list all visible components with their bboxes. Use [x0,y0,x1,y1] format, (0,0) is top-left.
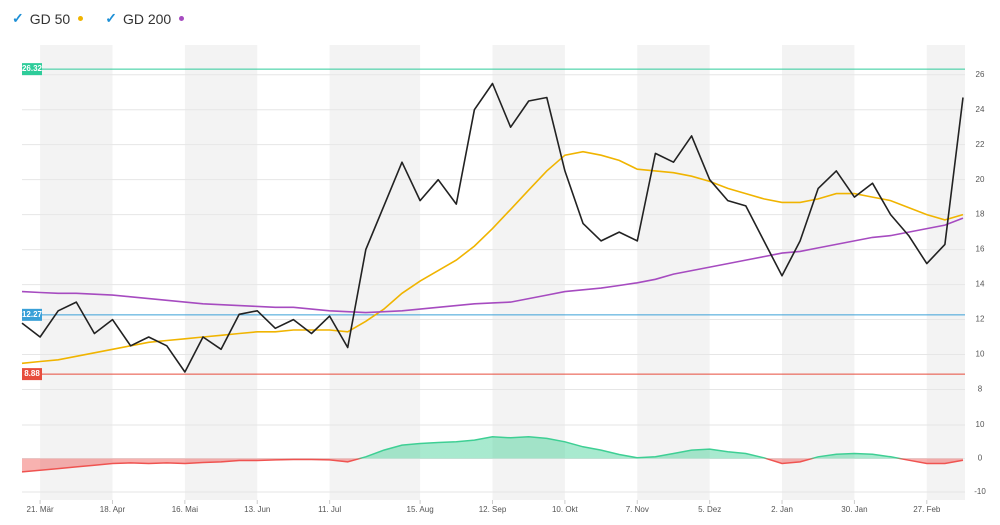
x-tick-label: 30. Jan [841,505,867,514]
y-tick-label: -10 [974,487,986,496]
y-tick-label: 22 [976,140,985,149]
legend: ✓ GD 50 ✓ GD 200 [12,10,185,27]
legend-label: GD 50 [29,10,71,27]
y-tick-label: 12 [976,315,985,324]
x-tick-label: 16. Mai [172,505,198,514]
band [782,45,855,500]
legend-item[interactable]: ✓ GD 200 [105,10,185,27]
x-tick-label: 11. Jul [318,505,341,514]
y-tick-label: 20 [976,175,985,184]
y-tick-label: 16 [976,245,985,254]
x-tick-label: 10. Okt [552,505,579,514]
line [21,82,964,373]
y-tick-label: 10 [976,350,985,359]
line [21,150,964,365]
level-badge [22,63,42,76]
oscillator-line [21,436,964,473]
level-badge [22,308,42,321]
y-tick-label: 10 [976,420,985,429]
y-tick-label: 0 [978,454,983,463]
line [21,217,964,314]
x-tick-label: 5. Dez [698,505,721,514]
x-tick-label: 2. Jan [771,505,793,514]
legend-dot [78,16,84,21]
band [40,45,113,500]
level-badge [22,368,42,381]
level-label: 26.32 [22,64,43,73]
x-tick-label: 7. Nov [626,505,649,514]
y-tick-label: 8 [978,385,983,394]
level-label: 12.27 [22,310,43,319]
x-tick-label: 27. Feb [913,505,941,514]
oscillator-area [22,436,963,472]
level-label: 8.88 [24,369,40,378]
x-tick-label: 13. Jun [244,505,270,514]
x-tick-label: 21. Mär [27,505,54,514]
band [492,45,565,500]
y-tick-label: 18 [976,210,985,219]
checkbox[interactable]: ✓ [105,10,117,26]
x-tick-label: 15. Aug [407,505,434,514]
legend-item[interactable]: ✓ GD 50 [12,10,84,27]
checkbox[interactable]: ✓ [12,10,24,26]
band [637,45,710,500]
band [926,45,965,500]
x-tick-label: 18. Apr [100,505,126,514]
legend-label: GD 200 [122,10,172,27]
legend-dot [179,16,185,21]
y-tick-label: 24 [976,105,985,114]
band [329,45,421,500]
y-tick-label: 14 [976,280,985,289]
band [184,45,258,500]
y-tick-label: 26 [976,70,985,79]
x-tick-label: 12. Sep [479,505,507,514]
